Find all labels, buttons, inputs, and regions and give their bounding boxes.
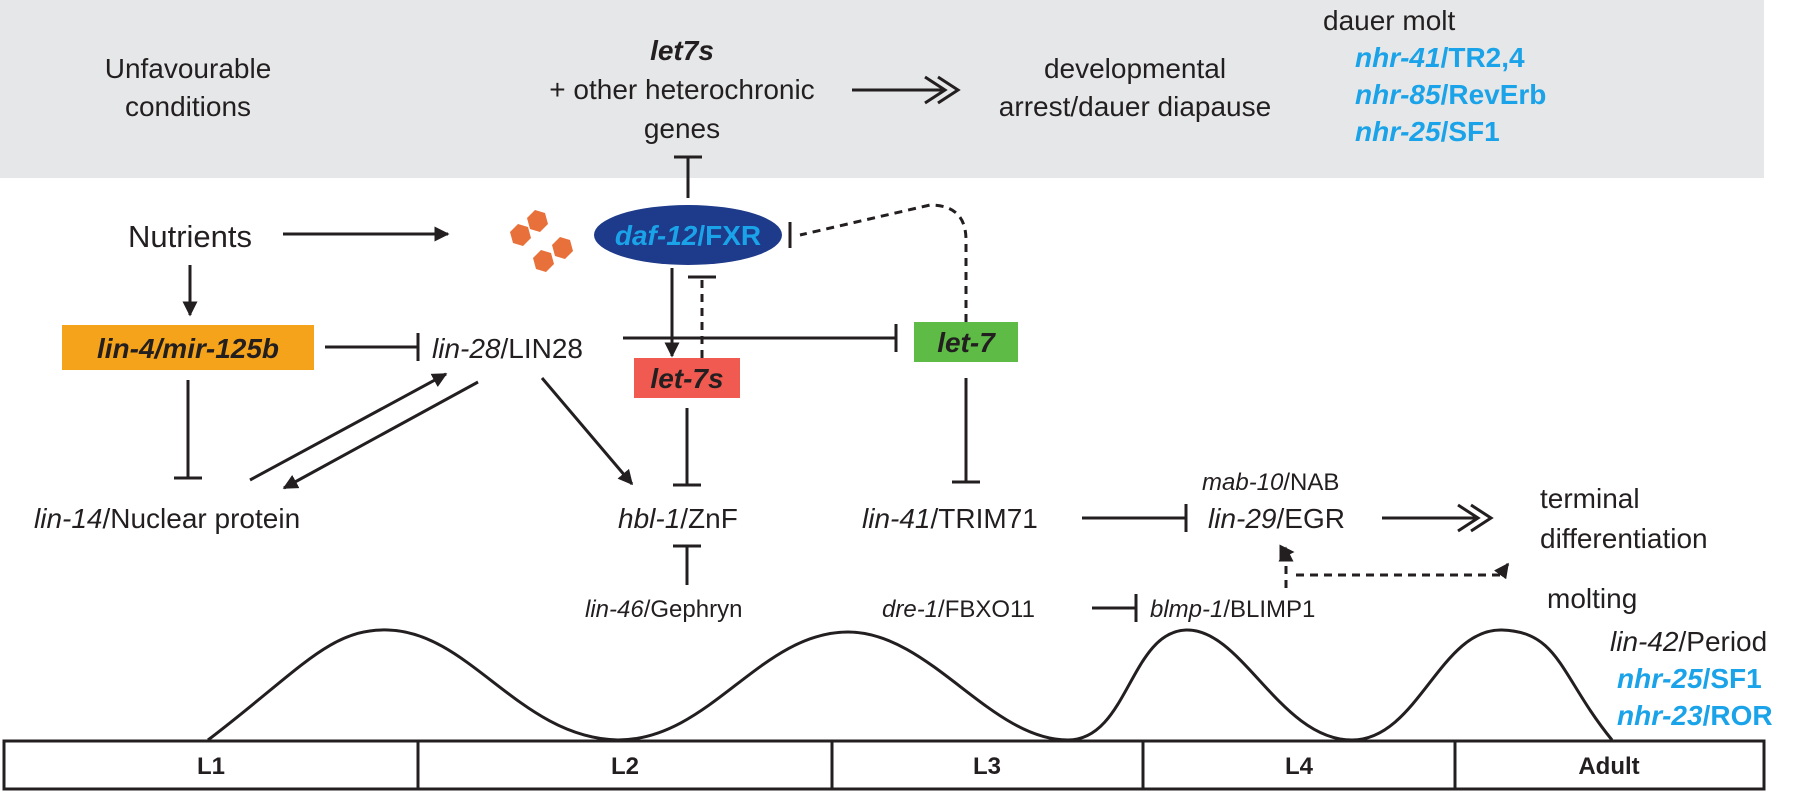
terminal-line-2: differentiation <box>1540 523 1708 554</box>
hbl1-protein: /ZnF <box>680 503 738 534</box>
lin46-gene: lin-46 <box>585 596 644 623</box>
dauer-gene-1-name: nhr-41 <box>1355 42 1441 73</box>
lin29-label: lin-29/EGR <box>1208 503 1345 534</box>
lin46-label: lin-46/Gephryn <box>585 596 742 623</box>
let7s-title: let7s <box>650 35 714 66</box>
let7s-box <box>634 358 740 398</box>
lin28-label: lin-28/LIN28 <box>432 333 583 364</box>
svg-text:nhr-25/SF1: nhr-25/SF1 <box>1355 116 1500 147</box>
lin29-gene: lin-29 <box>1208 503 1276 534</box>
stage-l1: L1 <box>197 753 225 780</box>
lin41-gene: lin-41 <box>862 503 930 534</box>
molting-gene-2-name: nhr-25 <box>1617 663 1703 694</box>
hbl1-label: hbl-1/ZnF <box>618 503 738 534</box>
stage-adult: Adult <box>1578 753 1639 780</box>
lin28-protein: /LIN28 <box>500 333 583 364</box>
mab10-label: mab-10/NAB <box>1202 469 1339 496</box>
dauer-molt-label: dauer molt <box>1323 5 1456 36</box>
blmp1-label: blmp-1/BLIMP1 <box>1150 596 1315 623</box>
nutrients-label: Nutrients <box>128 219 252 254</box>
lin28-gene: lin-28 <box>432 333 501 364</box>
molting-gene-1: lin-42/Period <box>1610 626 1767 657</box>
molting-gene-1-name: lin-42 <box>1610 626 1679 657</box>
dauer-gene-3-protein: /SF1 <box>1441 116 1500 147</box>
arrow-to-arrest-head-2 <box>937 75 961 105</box>
blmp1-to-terminal-dashed <box>1296 562 1510 580</box>
molting-gene-2-protein: /SF1 <box>1703 663 1762 694</box>
lin29-to-terminal-head-2 <box>1470 503 1494 533</box>
dre1-protein: /FBXO11 <box>938 596 1035 623</box>
stage-l4: L4 <box>1285 753 1314 780</box>
dauer-gene-2-name: nhr-85 <box>1355 79 1441 110</box>
molting-gene-1-protein: /Period <box>1678 626 1767 657</box>
unfavourable-line-2: conditions <box>125 91 251 122</box>
unfavourable-line-1: Unfavourable <box>105 53 272 84</box>
let7s-box-label: let-7s <box>650 363 723 394</box>
lin4-box <box>62 325 314 370</box>
blmp1-gene: blmp-1 <box>1150 596 1223 623</box>
molting-gene-3-protein: /ROR <box>1703 700 1773 731</box>
lin14-gene: lin-14 <box>34 503 102 534</box>
daf12-oval <box>594 205 782 265</box>
molting-wave <box>207 628 1614 742</box>
terminal-line-1: terminal <box>1540 483 1640 514</box>
let7-box-label: let-7 <box>937 327 996 358</box>
molting-gene-3: nhr-23/ROR <box>1617 700 1773 731</box>
dre1-label: dre-1/FBXO11 <box>882 596 1035 623</box>
dauer-gene-2: nhr-85/RevErb <box>1355 79 1546 110</box>
dauer-gene-2-protein: /RevErb <box>1441 79 1547 110</box>
lin46-protein: /Gephryn <box>644 596 743 623</box>
dre1-gene: dre-1 <box>882 596 938 623</box>
lin41-label: lin-41/TRIM71 <box>862 503 1038 534</box>
other-genes-line-2: genes <box>644 113 720 144</box>
ligand-icon <box>510 210 573 272</box>
lin14-label: lin-14/Nuclear protein <box>34 503 300 534</box>
other-genes-line-1: + other heterochronic <box>549 74 814 105</box>
daf12-gene: daf-12 <box>615 220 698 251</box>
dauer-gene-3-name: nhr-25 <box>1355 116 1441 147</box>
molting-label: molting <box>1547 583 1637 614</box>
lin41-protein: /TRIM71 <box>930 503 1037 534</box>
lin4-label: lin-4/mir-125b <box>97 333 279 364</box>
lin14-protein: /Nuclear protein <box>102 503 300 534</box>
stage-l3: L3 <box>973 753 1001 780</box>
lin29-to-terminal-head-1 <box>1457 503 1481 533</box>
dauer-gene-1-protein: /TR2,4 <box>1441 42 1525 73</box>
molting-gene-3-name: nhr-23 <box>1617 700 1703 731</box>
lin28-activates-hbl1-arrow <box>540 377 634 486</box>
timeline-frame <box>2 739 1766 791</box>
arrow-to-arrest-head-1 <box>924 75 948 105</box>
lin29-protein: /EGR <box>1276 503 1344 534</box>
daf12-label: daf-12/FXR <box>615 220 761 251</box>
mab10-protein: /NAB <box>1283 469 1339 496</box>
blmp1-protein: /BLIMP1 <box>1223 596 1315 623</box>
arrest-line-1: developmental <box>1044 53 1226 84</box>
dauer-gene-3: nhr-25/SF1 <box>1355 116 1500 147</box>
stage-l2: L2 <box>611 753 639 780</box>
svg-text:nhr-41/TR2,4: nhr-41/TR2,4 <box>1355 42 1525 73</box>
dauer-gene-1: nhr-41/TR2,4 <box>1355 42 1525 73</box>
arrest-line-2: arrest/dauer diapause <box>999 91 1271 122</box>
hbl1-gene: hbl-1 <box>618 503 680 534</box>
mab10-gene: mab-10 <box>1202 469 1284 496</box>
svg-text:nhr-85/RevErb: nhr-85/RevErb <box>1355 79 1546 110</box>
timeline: L1 L2 L3 L4 Adult <box>2 739 1766 791</box>
let7-box <box>914 322 1018 362</box>
let7-inhibits-daf12-dashed <box>799 203 968 322</box>
molting-gene-2: nhr-25/SF1 <box>1617 663 1762 694</box>
lin28-activates-lin14-arrow <box>282 380 479 490</box>
lin14-activates-lin28-arrow <box>249 372 448 482</box>
daf12-protein: /FXR <box>697 220 761 251</box>
